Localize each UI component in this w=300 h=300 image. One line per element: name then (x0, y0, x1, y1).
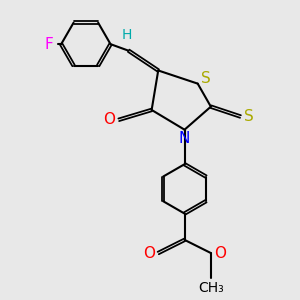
Text: H: H (122, 28, 132, 41)
Text: F: F (44, 37, 53, 52)
Text: CH₃: CH₃ (198, 281, 224, 295)
Text: O: O (143, 245, 155, 260)
Text: O: O (214, 245, 226, 260)
Text: S: S (201, 71, 211, 86)
Text: N: N (179, 131, 190, 146)
Text: O: O (103, 112, 116, 127)
Text: S: S (244, 109, 254, 124)
